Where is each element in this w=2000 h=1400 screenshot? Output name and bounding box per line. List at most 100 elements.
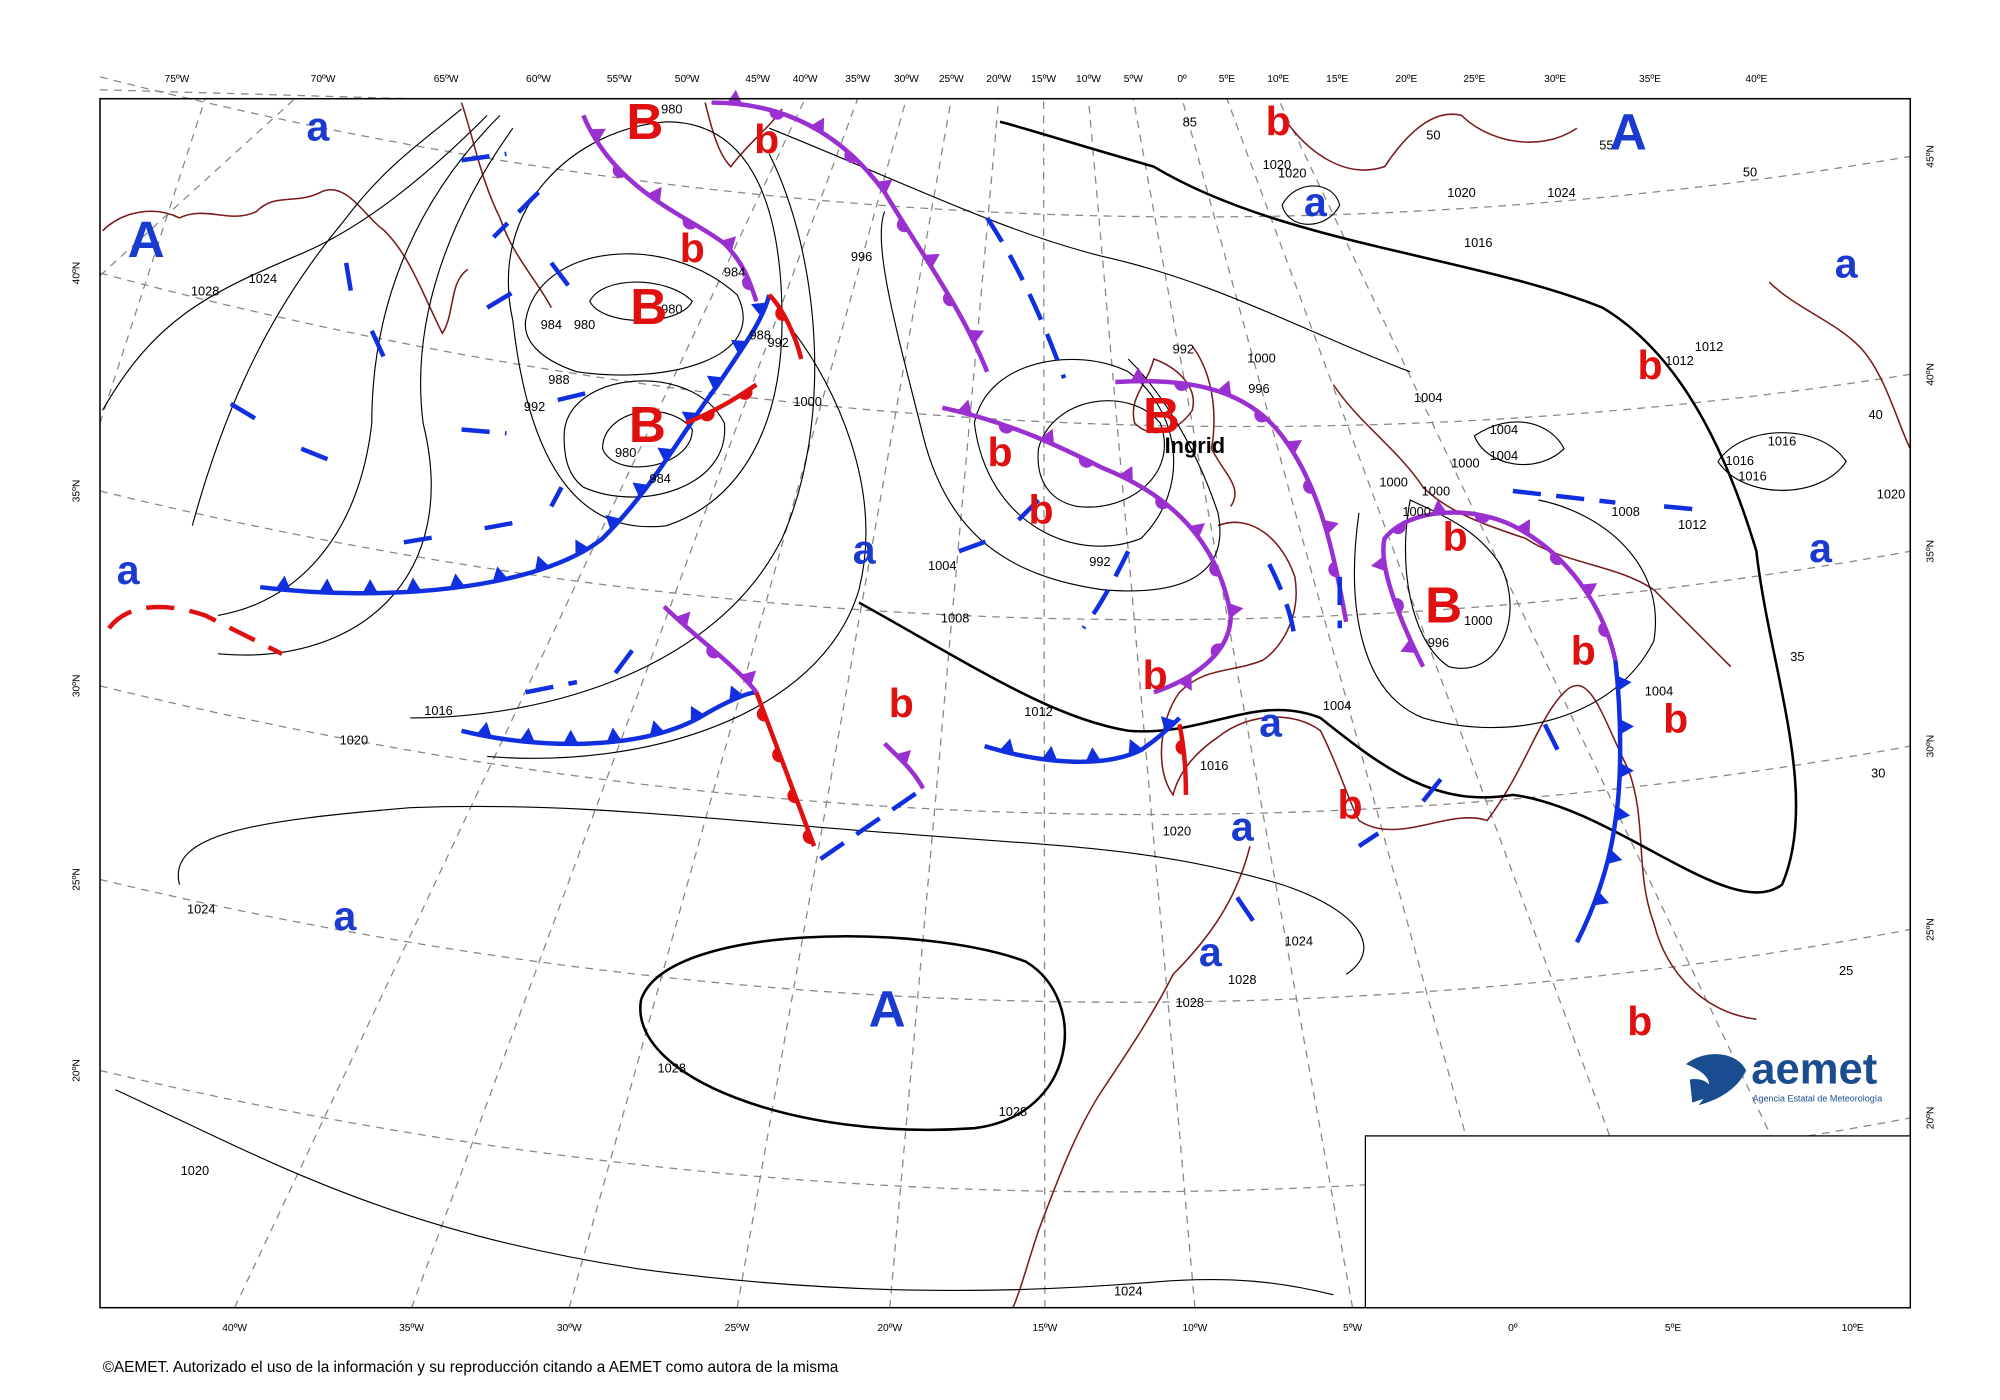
meridian — [1132, 98, 1354, 1308]
isobar-value: 1000 — [1379, 475, 1408, 490]
front-symbol — [519, 727, 535, 743]
logo-subtitle: Agencia Estatal de Meteorología — [1753, 1093, 1883, 1103]
isobar-value: 996 — [851, 249, 872, 264]
front-symbol — [810, 117, 825, 134]
isobar — [880, 211, 1221, 592]
isobar-value: 1016 — [424, 703, 453, 718]
isobar — [1717, 432, 1847, 491]
front-symbol — [876, 179, 893, 195]
front-symbol — [605, 514, 622, 531]
front-symbol — [675, 611, 691, 628]
logo-shape — [1685, 1054, 1747, 1106]
front-symbol — [1474, 514, 1491, 524]
isobar-value: 988 — [750, 327, 771, 342]
front-symbol — [700, 410, 715, 422]
isobar-value: 1012 — [1678, 517, 1707, 532]
front-symbol — [575, 539, 589, 556]
isobar-value: 1020 — [1447, 185, 1476, 200]
pressure-center: b — [1143, 652, 1168, 698]
pressure-center: a — [117, 547, 141, 593]
front-symbol — [1189, 523, 1205, 538]
meridian — [1087, 98, 1196, 1308]
front-symbol — [730, 339, 747, 354]
front — [941, 405, 1234, 695]
coastline — [1358, 684, 1757, 1020]
coastline — [102, 189, 469, 335]
front-symbol — [476, 721, 492, 738]
front-symbol — [589, 128, 606, 143]
longitude-label: 15ºW — [1032, 1323, 1057, 1334]
logo-shape — [1689, 1078, 1713, 1103]
front-symbol — [738, 388, 753, 400]
isobar-value: 1004 — [1490, 422, 1519, 437]
front-symbol — [942, 291, 955, 307]
meridian — [410, 98, 859, 1308]
front-symbol — [449, 573, 465, 589]
front-symbol — [1598, 622, 1609, 638]
latitude-label: 25ºN — [71, 868, 82, 891]
front-symbol — [1619, 719, 1634, 735]
isobar-value: 1012 — [1695, 339, 1724, 354]
front-symbol — [492, 566, 508, 582]
isobar — [1281, 185, 1341, 225]
isobar-value: 85 — [1183, 114, 1197, 129]
longitude-label: 0º — [1508, 1323, 1518, 1334]
meridian — [1277, 98, 1854, 1308]
isobar-value: 984 — [724, 264, 745, 279]
fronts — [107, 89, 1706, 944]
isobar-value: 1024 — [249, 271, 278, 286]
longitude-label: 20ºW — [877, 1323, 902, 1334]
pressure-center: b — [1337, 782, 1362, 828]
info-box — [1364, 1135, 1911, 1309]
isobar — [177, 805, 1365, 975]
pressure-center: b — [889, 680, 914, 726]
longitude-label: 10ºE — [1842, 1323, 1864, 1334]
front-symbol — [1615, 806, 1631, 822]
front-symbol — [998, 423, 1014, 434]
front-symbol — [1549, 552, 1564, 566]
latitude-label: 40ºN — [71, 262, 82, 285]
pressure-center: a — [853, 526, 877, 572]
longitude-label: 40ºW — [222, 1323, 247, 1334]
front-symbol — [1210, 643, 1223, 658]
front-symbol — [750, 302, 767, 317]
pressure-center: B — [1425, 577, 1462, 634]
isobar — [217, 127, 514, 656]
pressure-center: b — [1028, 487, 1053, 533]
longitude-label: 5ºE — [1665, 1323, 1681, 1334]
isobar — [115, 1089, 1334, 1296]
isobar-value: 992 — [768, 335, 789, 350]
meridian — [889, 98, 1000, 1308]
front-symbol — [726, 89, 743, 105]
coastline — [704, 102, 783, 168]
front-symbol — [1174, 382, 1190, 391]
longitude-label: 25ºE — [1463, 74, 1485, 85]
isobar — [858, 120, 1798, 894]
latitude-label: 30ºN — [71, 675, 82, 698]
front — [581, 114, 759, 302]
front-symbol — [844, 150, 858, 164]
meridian — [99, 98, 296, 277]
parallel — [99, 490, 1911, 621]
front-symbol — [1593, 891, 1610, 906]
isobar-value: 988 — [548, 372, 569, 387]
coastline — [1332, 384, 1732, 668]
front-symbol — [923, 253, 940, 268]
isobar-value: 1016 — [1200, 758, 1229, 773]
isobar-value: 1016 — [1738, 468, 1767, 483]
longitude-label: 35ºW — [399, 1323, 424, 1334]
longitude-label: 5ºW — [1343, 1323, 1362, 1334]
pressure-center: b — [1443, 514, 1468, 560]
isobar-value: 1028 — [999, 1104, 1028, 1119]
isobar-value: 1028 — [1228, 972, 1257, 987]
pressure-center: b — [1571, 628, 1596, 674]
pressure-center: a — [1809, 525, 1833, 571]
pressure-center: a — [307, 103, 331, 149]
isobar-value: 1020 — [1163, 823, 1192, 838]
front — [1574, 660, 1623, 944]
front-symbol — [657, 447, 674, 462]
pressure-center: b — [754, 116, 779, 162]
longitude-label: 70ºW — [311, 74, 336, 85]
